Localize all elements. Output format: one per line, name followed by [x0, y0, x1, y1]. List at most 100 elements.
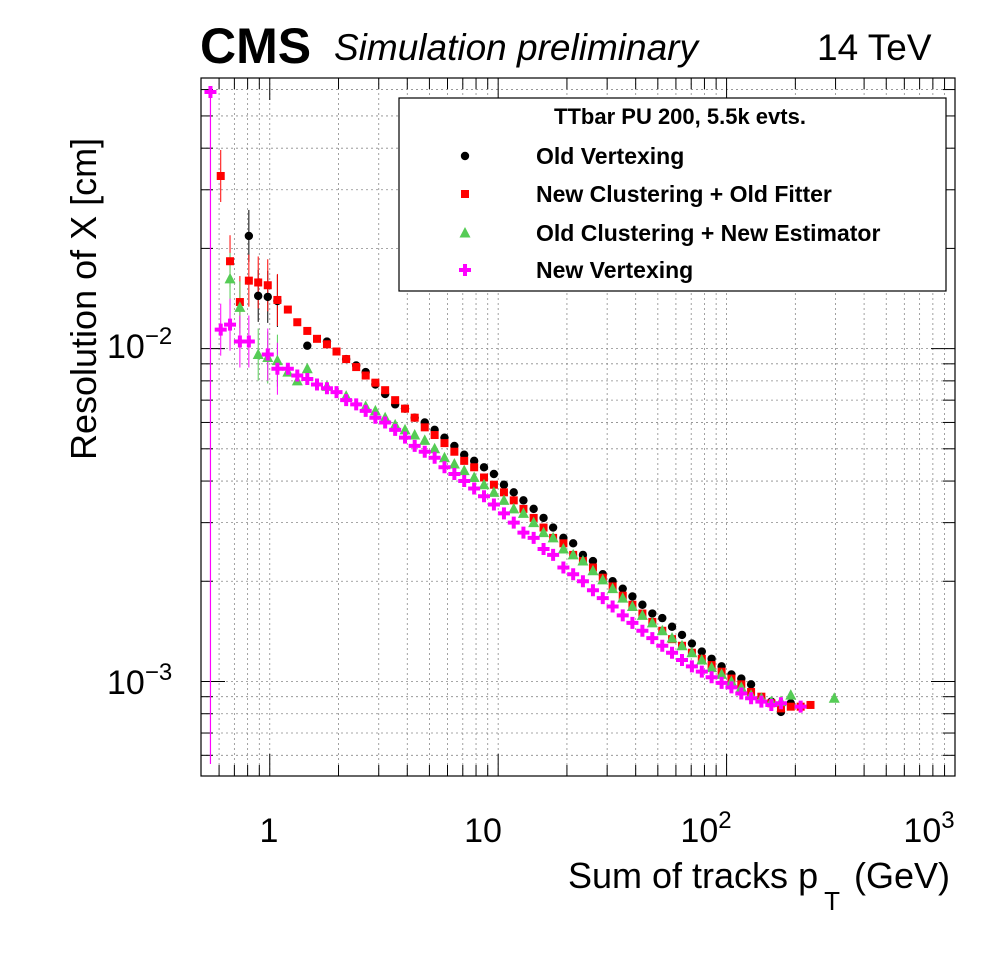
data-points	[204, 86, 840, 764]
data-point	[508, 502, 520, 514]
data-point	[224, 272, 236, 284]
data-point	[371, 378, 380, 387]
data-point	[539, 513, 548, 523]
data-point	[636, 609, 648, 620]
y-tick-label: 10−3	[107, 659, 172, 702]
data-point	[687, 639, 697, 648]
data-point	[226, 257, 235, 266]
data-point	[568, 539, 578, 548]
legend: TTbar PU 200, 5.5k evts. Old Vertexing Ne…	[398, 97, 947, 292]
data-point	[597, 573, 609, 585]
data-point	[586, 584, 599, 597]
data-point	[283, 305, 292, 314]
data-point	[369, 404, 381, 416]
series-circle	[244, 231, 795, 717]
data-point	[261, 348, 274, 361]
data-point	[244, 231, 254, 241]
data-point	[685, 660, 698, 673]
data-point	[695, 665, 708, 678]
data-point	[438, 461, 451, 474]
data-point	[254, 278, 263, 287]
y-axis-label: Resolution of X [cm]	[63, 138, 104, 460]
data-point	[253, 291, 263, 301]
data-point	[332, 347, 341, 356]
energy-label: 14 TeV	[817, 27, 932, 68]
data-point	[507, 516, 520, 529]
data-point	[618, 584, 627, 593]
data-point	[342, 355, 351, 364]
data-point	[330, 386, 343, 399]
data-point	[537, 543, 550, 556]
data-point	[468, 482, 481, 495]
data-point	[686, 646, 698, 658]
data-point	[389, 423, 402, 436]
data-point	[468, 471, 480, 482]
x-axis-label-unit: (GeV)	[854, 855, 950, 896]
data-point	[369, 411, 382, 424]
data-point	[263, 281, 272, 290]
data-point	[244, 276, 253, 285]
data-point	[320, 382, 333, 395]
x-axis-label-subscript: T	[824, 886, 840, 916]
data-point	[281, 362, 294, 375]
data-point	[648, 609, 657, 618]
data-point	[470, 463, 479, 472]
data-point	[487, 498, 500, 511]
legend-label: New Clustering + Old Fitter	[536, 181, 832, 207]
data-point	[646, 616, 658, 628]
data-point	[646, 632, 659, 645]
data-point	[499, 488, 508, 497]
data-point	[577, 555, 589, 566]
x-tick-label: 102	[680, 807, 731, 850]
data-point	[557, 561, 570, 574]
data-point	[313, 334, 322, 343]
series-cross	[204, 86, 807, 713]
plot-frame	[200, 77, 956, 777]
data-point	[391, 396, 400, 405]
x-tick-label: 1	[260, 812, 279, 850]
simulation-preliminary-label: Simulation preliminary	[334, 27, 698, 68]
data-point	[271, 354, 283, 366]
data-point	[381, 386, 390, 395]
data-point	[725, 675, 737, 686]
data-point	[576, 575, 589, 588]
data-point	[418, 445, 431, 458]
data-point	[469, 456, 479, 466]
legend-marker	[461, 190, 469, 198]
data-point	[497, 507, 510, 520]
data-point	[499, 480, 509, 489]
data-point	[293, 318, 302, 327]
data-point	[666, 646, 679, 659]
data-point	[478, 478, 490, 490]
data-point	[322, 340, 331, 349]
data-point	[828, 692, 840, 703]
x-tick-label: 103	[903, 807, 954, 850]
y-tick-labels: 10−3 10−2	[107, 323, 172, 702]
data-point	[667, 622, 677, 631]
data-point	[557, 543, 569, 554]
data-point	[479, 463, 489, 472]
data-point	[301, 373, 314, 386]
data-point	[617, 592, 629, 603]
data-point	[489, 480, 498, 489]
data-point	[517, 507, 529, 518]
x-tick-exponent: 2	[718, 807, 731, 834]
legend-marker	[459, 227, 471, 238]
data-point	[252, 348, 264, 359]
data-point	[519, 496, 528, 505]
x-axis-label: Sum of tracks pT (GeV)	[568, 855, 950, 916]
data-point	[303, 341, 312, 350]
legend-box	[398, 97, 947, 292]
data-point	[527, 531, 540, 544]
data-point	[735, 687, 748, 700]
data-point	[450, 447, 459, 456]
data-point	[735, 681, 747, 692]
data-point	[697, 647, 707, 656]
data-point	[509, 488, 518, 497]
data-point	[438, 451, 450, 463]
data-point	[429, 442, 441, 454]
data-point	[656, 624, 668, 636]
data-point	[340, 394, 353, 407]
data-point	[567, 548, 579, 560]
